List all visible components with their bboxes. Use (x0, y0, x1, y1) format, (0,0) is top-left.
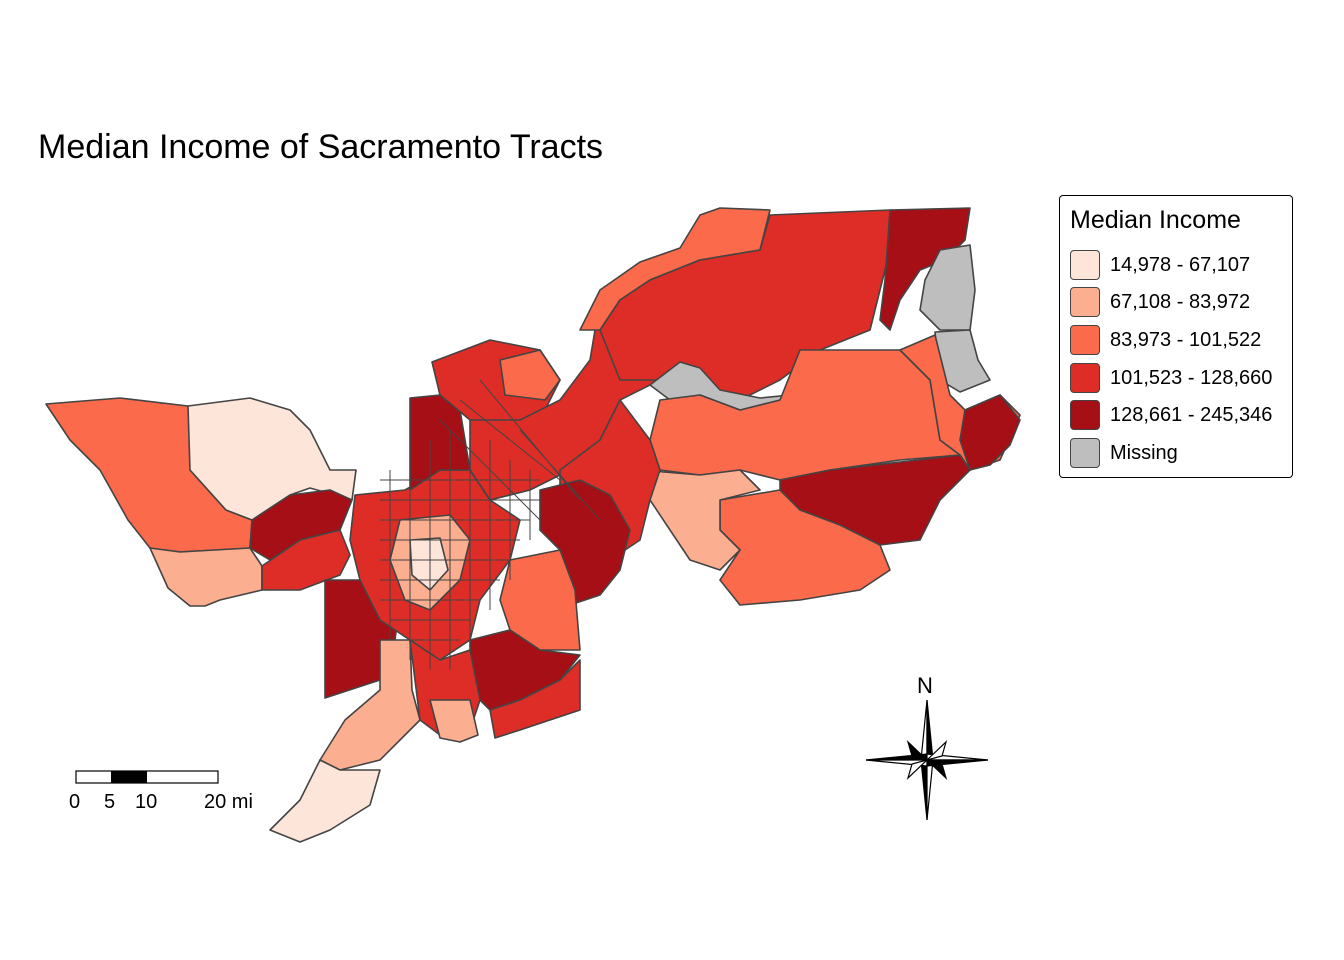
tract-north-central-3 (499, 349, 561, 401)
legend: Median Income 14,978 - 67,107 67,108 - 8… (1059, 195, 1293, 478)
legend-swatch (1070, 287, 1100, 317)
tract-delta-south (319, 639, 421, 771)
scale-bar-black-segment (111, 771, 147, 783)
legend-title: Median Income (1070, 206, 1241, 234)
legend-label: 14,978 - 67,107 (1110, 254, 1251, 276)
north-label: N (917, 673, 933, 698)
scale-tick-5: 5 (104, 791, 115, 813)
legend-swatch (1070, 250, 1100, 280)
scale-tick-10: 10 (135, 791, 157, 813)
tract-northeast-dark (879, 207, 971, 331)
tract-south-red (489, 659, 581, 739)
legend-label: 101,523 - 128,660 (1110, 367, 1273, 389)
map-title: Median Income of Sacramento Tracts (38, 128, 604, 166)
scale-tick-20: 20 mi (204, 791, 253, 813)
tract-south-central (499, 549, 581, 651)
tract-missing-north (919, 244, 976, 331)
legend-swatch (1070, 438, 1100, 468)
tract-east-far (959, 394, 1021, 471)
legend-label: 128,661 - 245,346 (1110, 404, 1273, 426)
tract-west-mid (261, 529, 351, 591)
urban-tract-grid (380, 379, 601, 670)
tract-southeast-pale (639, 469, 761, 571)
legend-label: Missing (1110, 442, 1178, 464)
tract-delta-tip (269, 759, 381, 843)
legend-swatch (1070, 325, 1100, 355)
tract-west-south (149, 547, 263, 607)
legend-swatch (1070, 400, 1100, 430)
tract-south-pale (429, 699, 479, 743)
legend-label: 83,973 - 101,522 (1110, 329, 1262, 351)
scale-tick-0: 0 (69, 791, 80, 813)
legend-swatch (1070, 363, 1100, 393)
legend-label: 67,108 - 83,972 (1110, 291, 1251, 313)
